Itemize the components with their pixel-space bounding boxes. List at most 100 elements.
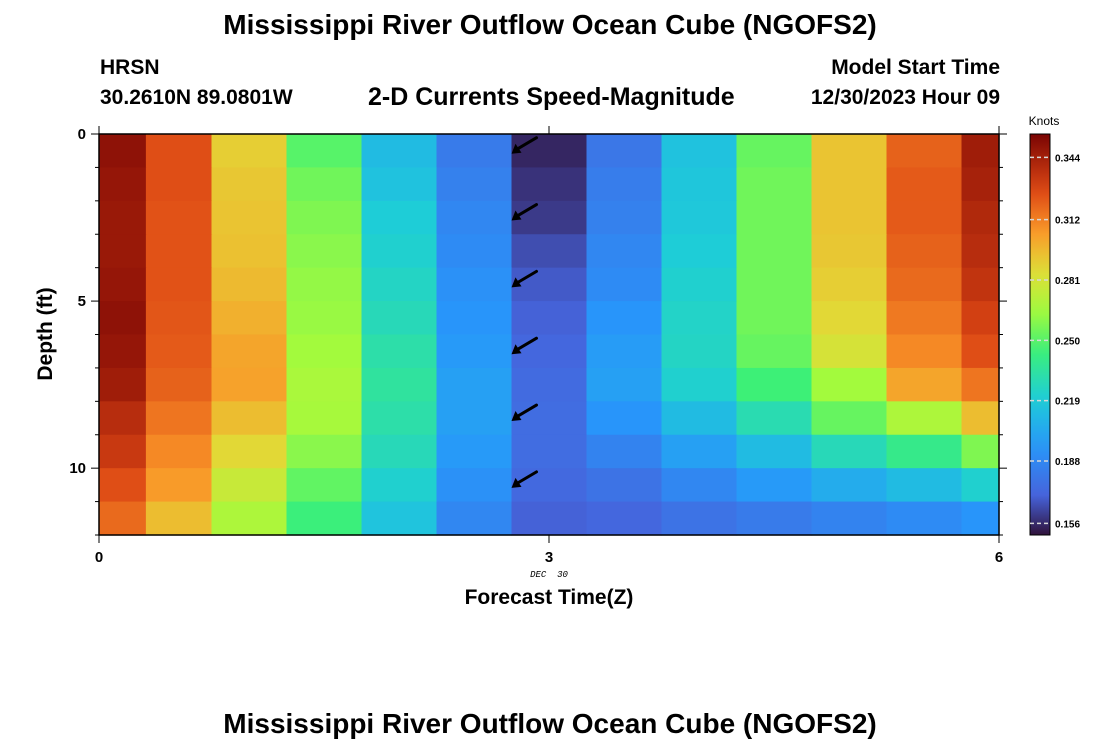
x-tick-label: 0 xyxy=(95,549,103,566)
heatmap-cell xyxy=(436,267,513,302)
heatmap-cell xyxy=(811,501,888,536)
heatmap-cell xyxy=(99,200,147,235)
heatmap-cell xyxy=(361,501,438,536)
colorbar-tick-label: 0.219 xyxy=(1055,397,1080,408)
heatmap-cell xyxy=(211,434,288,469)
heatmap-cell xyxy=(586,167,663,202)
y-tick-label: 5 xyxy=(78,293,86,310)
y-tick-labels: 0 5 10 xyxy=(69,126,86,477)
page-title: Mississippi River Outflow Ocean Cube (NG… xyxy=(223,9,877,40)
heatmap-cell xyxy=(886,267,963,302)
heatmap-cell xyxy=(811,367,888,402)
heatmap-cell xyxy=(286,334,363,369)
station-coords: 30.2610N 89.0801W xyxy=(100,86,293,109)
heatmap-cells xyxy=(99,134,1000,536)
heatmap-cell xyxy=(211,200,288,235)
heatmap-cell xyxy=(145,167,213,202)
heatmap-cell xyxy=(286,468,363,503)
heatmap-cell xyxy=(511,501,588,536)
heatmap-cell xyxy=(99,334,147,369)
heatmap-cell xyxy=(145,301,213,336)
heatmap-cell xyxy=(661,267,738,302)
heatmap-cell xyxy=(886,434,963,469)
heatmap-cell xyxy=(99,468,147,503)
heatmap-cell xyxy=(511,134,588,169)
heatmap-cell xyxy=(886,167,963,202)
heatmap-cell xyxy=(886,401,963,436)
heatmap-cell xyxy=(286,501,363,536)
current-vector-arrow xyxy=(511,336,538,355)
heatmap-cell xyxy=(886,234,963,269)
colorbar-tick-label: 0.156 xyxy=(1055,519,1080,530)
heatmap-cell xyxy=(811,134,888,169)
heatmap-cell xyxy=(811,334,888,369)
date-label: DEC 30 xyxy=(530,570,568,580)
heatmap-cell xyxy=(99,134,147,169)
heatmap-cell xyxy=(211,267,288,302)
current-vectors xyxy=(511,136,538,488)
heatmap-cell xyxy=(99,434,147,469)
heatmap-cell xyxy=(286,434,363,469)
heatmap-cell xyxy=(145,434,213,469)
heatmap-cell xyxy=(511,334,588,369)
heatmap-cell xyxy=(661,468,738,503)
y-tick-label: 10 xyxy=(69,460,86,477)
heatmap-cell xyxy=(361,434,438,469)
heatmap-cell xyxy=(961,134,1000,169)
heatmap-cell xyxy=(436,167,513,202)
heatmap-cell xyxy=(961,367,1000,402)
heatmap-cell xyxy=(145,234,213,269)
model-start-value: 12/30/2023 Hour 09 xyxy=(810,86,1000,109)
heatmap-cell xyxy=(511,200,588,235)
heatmap-cell xyxy=(286,301,363,336)
heatmap-cell xyxy=(661,501,738,536)
x-tick-label: 3 xyxy=(545,549,553,566)
colorbar-tick-label: 0.312 xyxy=(1055,216,1080,227)
heatmap-cell xyxy=(586,134,663,169)
colorbar-tick-label: 0.281 xyxy=(1055,276,1080,287)
heatmap-cell xyxy=(436,401,513,436)
heatmap-cell xyxy=(736,301,813,336)
heatmap-cell xyxy=(586,301,663,336)
heatmap-cell xyxy=(286,367,363,402)
axis-ticks xyxy=(91,126,1007,543)
heatmap-cell xyxy=(286,167,363,202)
y-axis-label: Depth (ft) xyxy=(34,287,57,380)
heatmap-cell xyxy=(736,468,813,503)
heatmap-cell xyxy=(99,301,147,336)
heatmap-cell xyxy=(811,468,888,503)
heatmap-cell xyxy=(436,301,513,336)
heatmap-cell xyxy=(361,167,438,202)
heatmap-cell xyxy=(886,468,963,503)
current-vector-arrow xyxy=(511,470,538,488)
heatmap-cell xyxy=(436,367,513,402)
heatmap-cell xyxy=(736,200,813,235)
heatmap-cell xyxy=(736,234,813,269)
heatmap-cell xyxy=(511,434,588,469)
colorbar-unit-label: Knots xyxy=(1029,114,1060,128)
heatmap-cell xyxy=(811,167,888,202)
heatmap-cell xyxy=(586,267,663,302)
colorbar-gradient xyxy=(1029,133,1051,536)
heatmap-cell xyxy=(286,401,363,436)
heatmap-cell xyxy=(961,334,1000,369)
heatmap-cell xyxy=(145,134,213,169)
heatmap-cell xyxy=(511,167,588,202)
heatmap-cell xyxy=(886,134,963,169)
heatmap-cell xyxy=(736,167,813,202)
heatmap-cell xyxy=(99,401,147,436)
heatmap-cell xyxy=(286,200,363,235)
heatmap-cell xyxy=(361,301,438,336)
heatmap-cell xyxy=(145,367,213,402)
heatmap-cell xyxy=(961,200,1000,235)
heatmap-cell xyxy=(811,401,888,436)
heatmap-cell xyxy=(286,234,363,269)
heatmap-cell xyxy=(511,367,588,402)
heatmap-cell xyxy=(511,468,588,503)
heatmap-cell xyxy=(361,267,438,302)
current-vector-arrow xyxy=(511,203,538,221)
heatmap-cell xyxy=(436,468,513,503)
heatmap-cell xyxy=(661,134,738,169)
heatmap-cell xyxy=(511,234,588,269)
